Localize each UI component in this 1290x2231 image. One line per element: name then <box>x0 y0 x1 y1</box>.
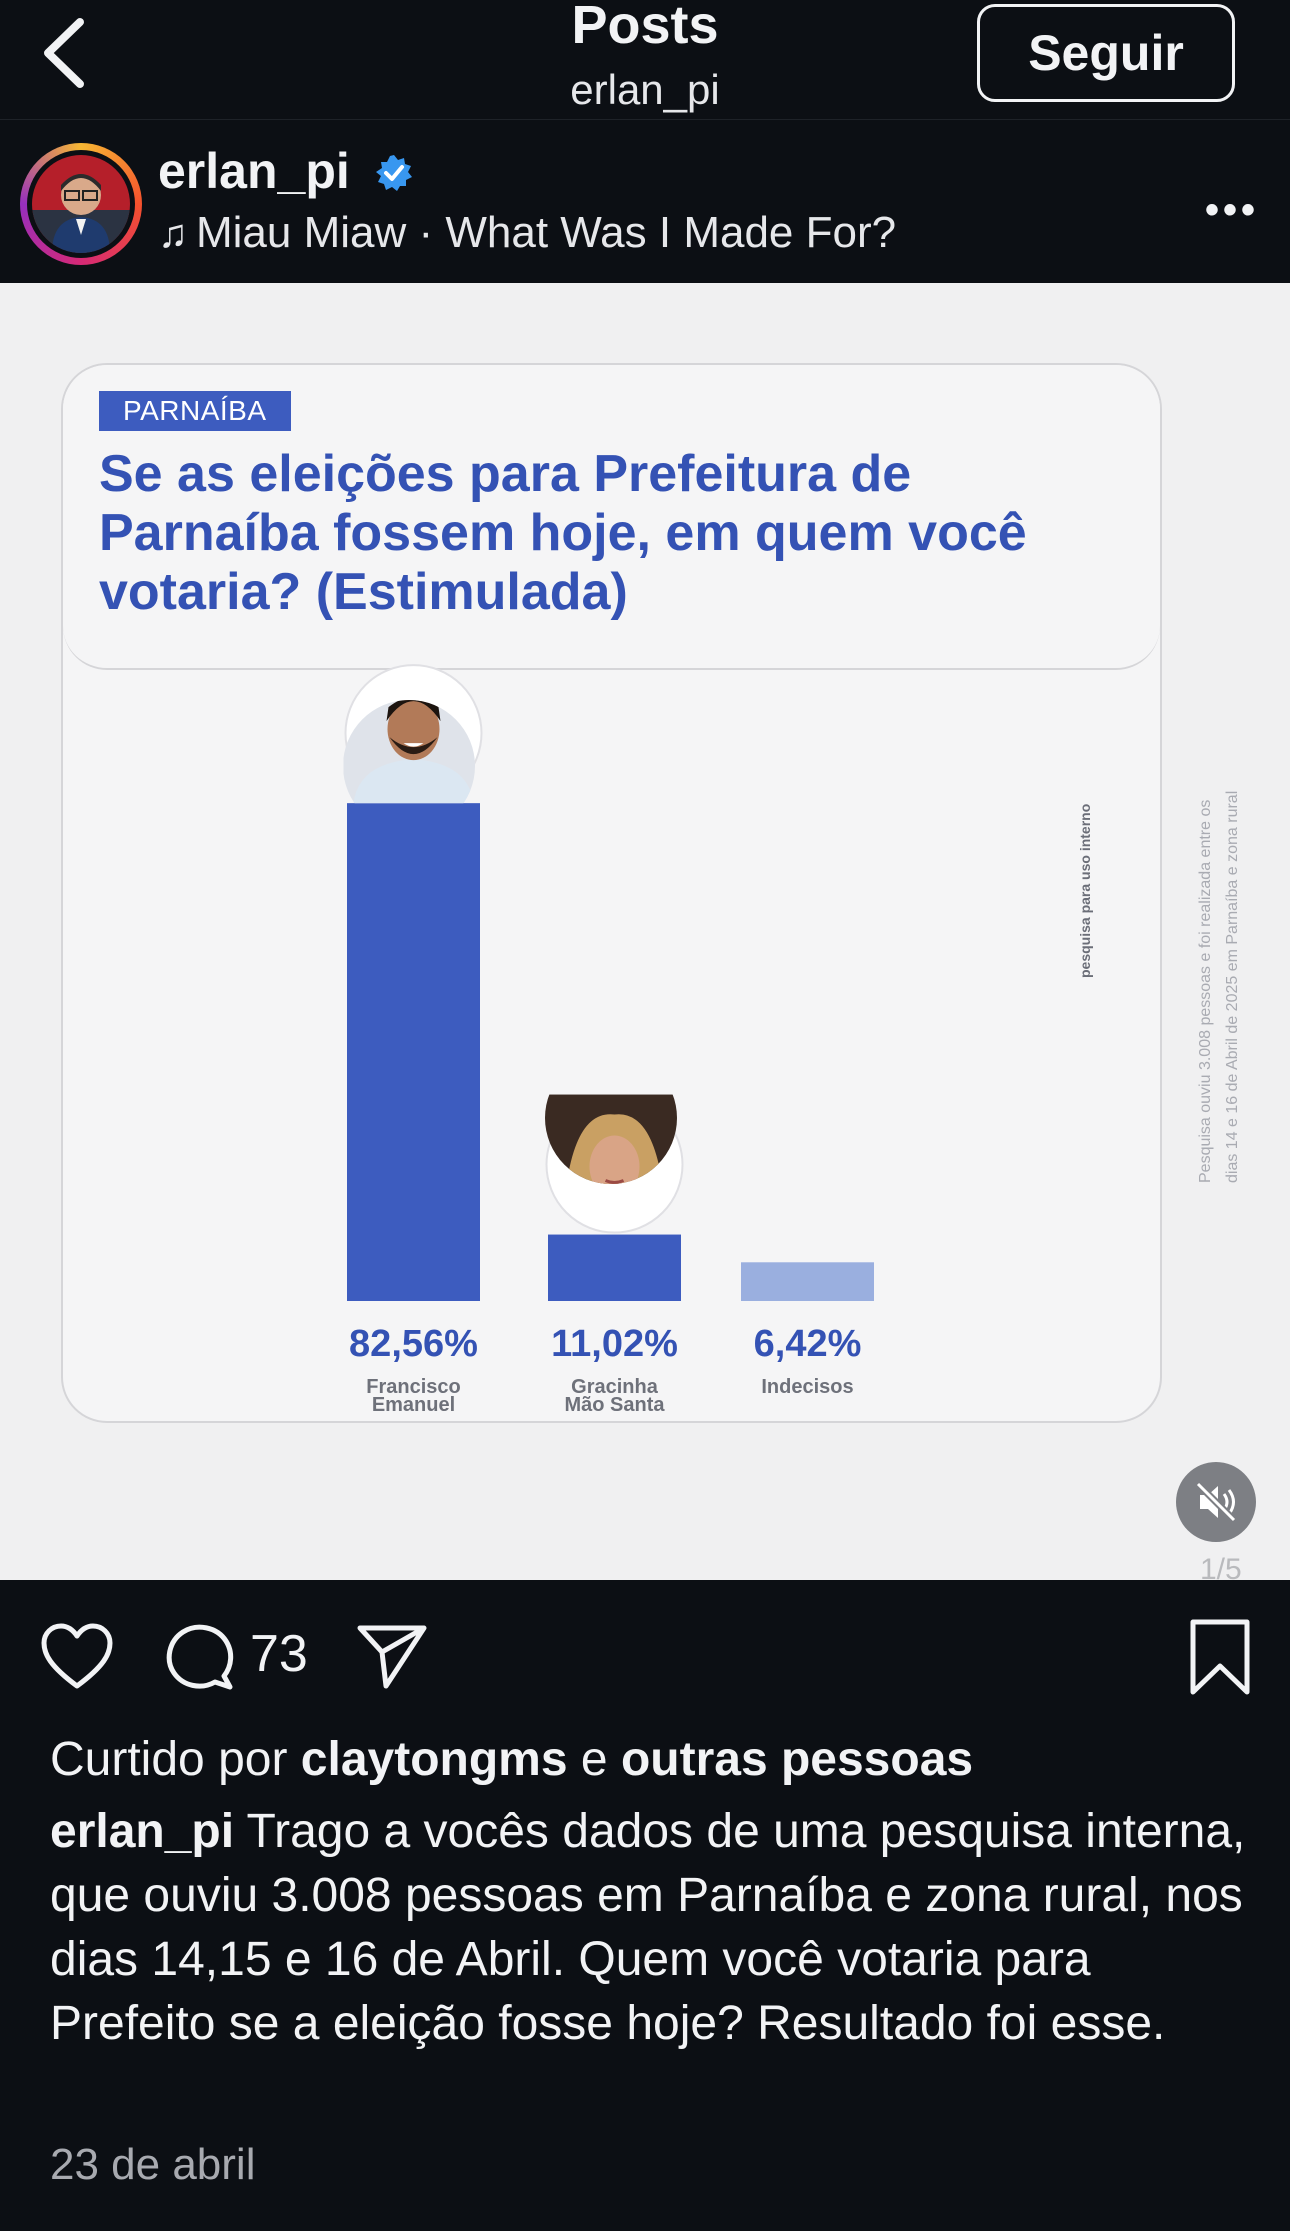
category-label-2-1: Gracinha <box>571 1376 659 1398</box>
liked-by-joiner: e <box>580 1733 608 1786</box>
liked-by-others[interactable]: outras pessoas <box>620 1733 974 1786</box>
comment-count[interactable]: 73 <box>250 1625 308 1683</box>
muted-speaker-icon[interactable] <box>1176 1462 1256 1542</box>
value-label-2: 11,02% <box>551 1323 678 1365</box>
category-label-1-2: Emanuel <box>372 1394 455 1416</box>
poll-question: Se as eleições para Prefeitura de Parnaí… <box>99 445 1027 621</box>
send-icon[interactable] <box>356 1622 428 1690</box>
verified-badge-icon <box>375 154 413 192</box>
chevron-left-icon[interactable] <box>34 8 94 98</box>
poll-card-header: PARNAÍBA Se as eleições para Prefeitura … <box>63 365 1160 670</box>
follow-button[interactable]: Seguir <box>977 4 1235 102</box>
post-caption: erlan_pi Trago a vocês dados de uma pesq… <box>50 1800 1250 2056</box>
category-label-2-2: Mão Santa <box>564 1394 665 1416</box>
caption-username[interactable]: erlan_pi <box>50 1805 235 1858</box>
heart-icon[interactable] <box>40 1622 114 1690</box>
city-tag: PARNAÍBA <box>99 391 291 431</box>
audio-track[interactable]: ♫ Miau Miaw · What Was I Made For? <box>158 208 896 258</box>
post-media[interactable]: PARNAÍBA Se as eleições para Prefeitura … <box>0 283 1290 1580</box>
candidate-photo-1 <box>343 700 475 804</box>
page-subtitle[interactable]: erlan_pi <box>570 66 720 113</box>
more-horizontal-icon[interactable]: ••• <box>1205 188 1260 232</box>
bookmark-icon[interactable] <box>1187 1618 1253 1696</box>
comment-icon[interactable] <box>164 1620 236 1692</box>
top-bar: Posts erlan_pi Seguir <box>0 0 1290 120</box>
value-label-3: 6,42% <box>754 1323 862 1365</box>
category-label-1-1: Francisco <box>366 1376 460 1398</box>
caption-text: Trago a vocês dados de uma pesquisa inte… <box>50 1805 1246 2050</box>
liked-by-prefix: Curtido por <box>50 1733 288 1786</box>
page-title: Posts <box>571 0 719 55</box>
avatar[interactable] <box>27 150 135 258</box>
music-note-icon: ♫ <box>158 212 188 256</box>
value-label-1: 82,56% <box>349 1323 478 1365</box>
action-bar: 73 <box>0 1580 1290 1730</box>
liked-by-user[interactable]: claytongms <box>300 1733 568 1786</box>
avatar-story-ring[interactable] <box>20 143 142 265</box>
internal-use-note: pesquisa para uso interno <box>1077 804 1093 978</box>
category-label-3-1: Indecisos <box>761 1376 853 1398</box>
bar-2 <box>548 1234 681 1301</box>
bar-1 <box>347 803 480 1301</box>
post-date: 23 de abril <box>50 2140 256 2189</box>
survey-note-line2: dias 14 e 16 de Abril de 2025 em Parnaíb… <box>1224 791 1241 1183</box>
survey-note-line1: Pesquisa ouviu 3.008 pessoas e foi reali… <box>1197 800 1214 1183</box>
post-username[interactable]: erlan_pi <box>158 143 350 199</box>
liked-by[interactable]: Curtido por claytongms e outras pessoas <box>50 1732 973 1787</box>
audio-label: Miau Miaw · What Was I Made For? <box>196 208 897 257</box>
poll-card: PARNAÍBA Se as eleições para Prefeitura … <box>61 363 1162 1423</box>
carousel-counter: 1/5 <box>1200 1553 1242 1580</box>
bar-3 <box>741 1262 874 1301</box>
